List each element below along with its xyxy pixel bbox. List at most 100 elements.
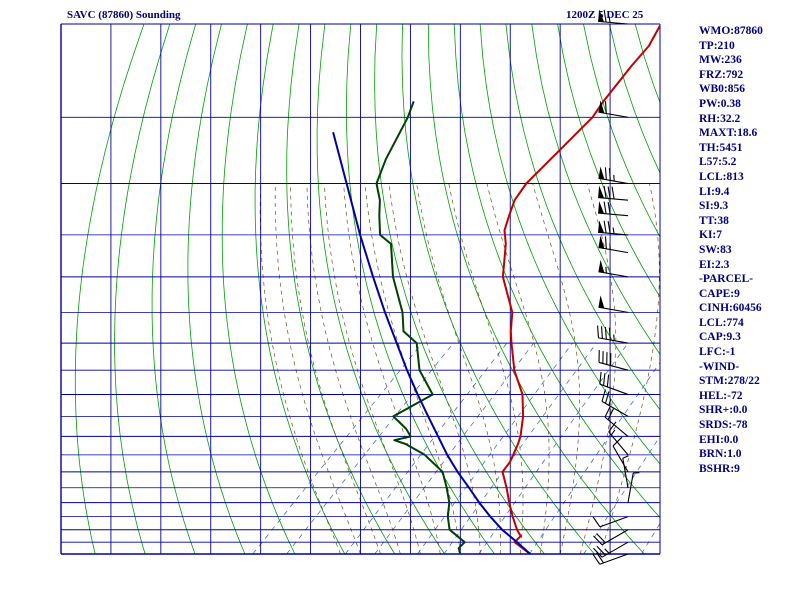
index-item: PW:0.38 [699, 97, 741, 110]
barb-full [599, 371, 602, 385]
temperature-trace [501, 24, 660, 554]
barb-pennant [598, 185, 605, 199]
valid-time: 1200Z 5 DEC 25 [566, 9, 644, 21]
wind-barb [597, 325, 629, 344]
index-item: EHI:0.0 [699, 433, 739, 446]
index-item: TT:38 [699, 214, 729, 227]
wind-barb [598, 350, 629, 371]
wind-barb [598, 100, 629, 118]
barb-staff [599, 516, 629, 528]
barb-staff [601, 529, 629, 546]
wind-barb [604, 405, 629, 437]
barb-full [603, 220, 607, 234]
wind-barb [598, 295, 629, 313]
barb-half [608, 399, 612, 406]
barb-full [596, 533, 606, 544]
dry-adiabat [765, 24, 800, 554]
moist-adiabat [448, 183, 524, 554]
wind-barb [622, 455, 629, 488]
moist-adiabat [259, 183, 341, 554]
wind-barb [599, 371, 629, 395]
index-item: BRN:1.0 [699, 448, 742, 461]
barb-full [607, 186, 611, 199]
wind-barb [601, 389, 629, 417]
barb-pennant [598, 201, 605, 214]
index-item: CAPE:9 [699, 287, 740, 300]
wind-barb [598, 166, 629, 185]
barb-pennant [598, 220, 605, 233]
index-item: MAXT:18.6 [699, 127, 758, 140]
barb-staff [598, 271, 629, 278]
barb-full [604, 405, 611, 418]
index-item: LFC:-1 [699, 346, 736, 359]
barb-full [604, 326, 607, 340]
barb-pennant [598, 166, 605, 180]
moist-adiabat [306, 183, 401, 554]
index-item: -WIND- [699, 360, 740, 373]
barb-full [604, 167, 607, 180]
barb-pennant [598, 9, 605, 22]
wind-barb [598, 220, 629, 236]
barb-full [607, 408, 614, 420]
barb-staff [599, 383, 629, 395]
index-item: LI:9.4 [699, 185, 730, 198]
barb-staff [599, 553, 629, 565]
barb-half [608, 16, 611, 23]
wind-barb [598, 9, 629, 25]
barb-full [607, 221, 611, 234]
moist-adiabat [274, 183, 361, 554]
barb-full [592, 553, 601, 565]
wind-barb [598, 259, 629, 278]
barb-staff [598, 337, 629, 344]
wind-barb [592, 552, 629, 565]
barb-half [612, 227, 615, 234]
moist-adiabat [532, 183, 581, 554]
index-item: LCL:813 [699, 170, 744, 183]
index-item: SI:9.3 [699, 200, 729, 213]
index-item: SW:83 [699, 243, 732, 256]
index-item: KI:7 [699, 229, 722, 242]
wind-barb [627, 472, 640, 503]
barb-staff [598, 361, 629, 371]
index-item: MW:236 [699, 54, 742, 67]
index-item: RH:32.2 [699, 112, 741, 125]
barb-full [604, 236, 607, 249]
barb-full [608, 327, 611, 341]
barb-full [596, 552, 605, 564]
wind-barb [612, 436, 629, 473]
index-item: WB0:856 [699, 83, 745, 96]
barb-full [603, 201, 607, 214]
chart-title: SAVC (87860) Sounding [67, 9, 181, 21]
dewpoint-trace [375, 101, 466, 554]
barb-staff [601, 541, 629, 558]
moist-adiabat [290, 183, 381, 554]
barb-full [603, 373, 606, 386]
index-item: FRZ:792 [699, 68, 744, 81]
moist-adiabat [388, 183, 481, 554]
index-item: STM:278/22 [699, 375, 760, 388]
wind-barb [593, 541, 629, 558]
moist-adiabat [486, 183, 550, 554]
wind-barb [608, 421, 629, 456]
wind-barbs [592, 9, 640, 565]
wind-barb [598, 201, 629, 217]
index-item: TP:210 [699, 39, 735, 52]
grid [60, 23, 661, 555]
wind-barb [593, 529, 629, 546]
barb-full [597, 325, 600, 338]
index-panel: WMO:87860 TP:210 MW:236 FRZ:792 WB0:856 PW:0.… [699, 24, 763, 476]
barb-full [606, 374, 610, 387]
barb-staff [612, 445, 629, 473]
index-item: L57:5.2 [699, 156, 737, 169]
dry-adiabat [790, 24, 800, 554]
index-item: TH:5451 [699, 141, 743, 154]
barb-half [604, 548, 610, 554]
barb-pennant [598, 100, 605, 114]
barb-full [607, 201, 611, 215]
index-item: -PARCEL- [699, 273, 754, 286]
moist-adiabat [416, 183, 501, 554]
index-item: CAP:9.3 [699, 331, 741, 344]
barb-staff [598, 111, 629, 118]
barb-staff [601, 400, 629, 417]
barb-staff [622, 458, 629, 488]
